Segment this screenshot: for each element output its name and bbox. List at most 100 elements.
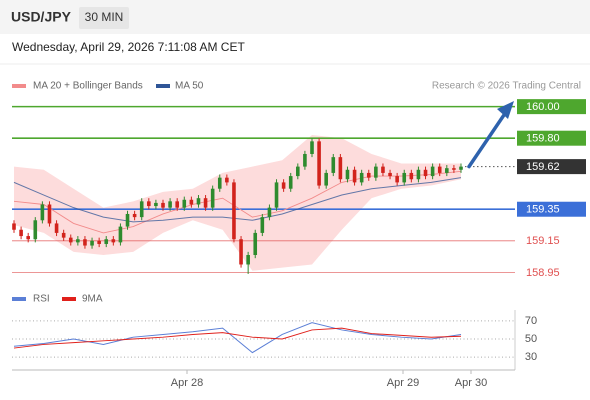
x-tick-label: Apr 30 [455, 377, 487, 389]
level-box [517, 99, 586, 115]
y-tick-label: 30 [525, 351, 537, 363]
candle-body [40, 204, 45, 221]
candle-body [409, 172, 414, 180]
candle-body [445, 168, 449, 173]
candle-body [303, 153, 307, 167]
candle-body [274, 182, 279, 208]
candle-body [331, 157, 336, 173]
candle-body [104, 239, 109, 244]
level-box [517, 201, 586, 217]
candle-body [452, 168, 456, 170]
candle-body [168, 201, 172, 208]
candle-body [374, 166, 378, 178]
candle-body [402, 172, 407, 183]
candle-body [430, 166, 435, 177]
level-box [517, 159, 586, 175]
ma-line [13, 177, 462, 223]
y-tick-label: 70 [525, 315, 537, 327]
candle-body [175, 201, 179, 208]
candle-body [381, 166, 385, 173]
interval[interactable]: 30 MIN [85, 10, 124, 24]
ma-line [13, 170, 462, 234]
candle-body [296, 166, 300, 177]
candle-body [147, 201, 151, 207]
legend-label: MA 50 [175, 81, 204, 92]
legend-label: 9MA [82, 294, 103, 305]
candle-body [19, 229, 23, 237]
level-label: 159.35 [526, 204, 560, 216]
candle-body [132, 213, 137, 218]
candle-body [459, 166, 463, 170]
candle-body [253, 232, 258, 256]
rsi-line [13, 322, 462, 354]
candle-body [416, 169, 421, 180]
x-tick-label: Apr 28 [171, 377, 203, 389]
candle-body [111, 239, 116, 243]
level-label: 159.80 [526, 133, 560, 145]
candle-body [47, 204, 52, 224]
level-label: 158.95 [526, 267, 560, 279]
legend-label: MA 20 + Bollinger Bands [33, 81, 143, 92]
candle-body [395, 176, 399, 183]
candle-body [359, 172, 364, 183]
candle-body [54, 223, 59, 233]
candle-body [118, 226, 123, 243]
candle-body [68, 237, 73, 243]
level-label: 159.62 [526, 161, 560, 173]
rsi-line [13, 327, 462, 349]
candle-body [12, 223, 16, 230]
candle-body [76, 239, 80, 243]
candle-body [345, 169, 350, 180]
candle-body [90, 240, 94, 246]
interval-box[interactable] [79, 7, 129, 29]
candle-body [388, 172, 392, 177]
projection-arrow [467, 110, 508, 169]
candle-body [423, 169, 428, 177]
legend-swatch [62, 297, 76, 301]
legend-swatch [12, 297, 26, 301]
candle-body [217, 177, 222, 189]
candle-body [225, 177, 229, 183]
candle-body [281, 182, 286, 189]
candle-body [310, 141, 314, 154]
legend-swatch [156, 84, 170, 88]
candle-body [61, 232, 66, 238]
level-label: 159.15 [526, 235, 560, 247]
candle-body [154, 202, 158, 207]
candle-body [97, 240, 101, 244]
candle-body [26, 236, 30, 240]
legend-swatch [12, 84, 26, 88]
candle-body [182, 199, 187, 208]
candle-body [288, 176, 293, 189]
legend-label: RSI [33, 294, 50, 305]
level-label: 160.00 [526, 101, 560, 113]
candle-body [161, 202, 165, 208]
candle-body [125, 213, 130, 227]
x-tick-label: Apr 29 [387, 377, 419, 389]
candle-body [210, 188, 215, 208]
candle-body [203, 198, 208, 208]
candle-body [338, 157, 343, 180]
candle-body [139, 201, 144, 218]
candle-body [196, 198, 201, 205]
candle-body [324, 172, 328, 186]
y-tick-label: 50 [525, 333, 537, 345]
candle-body [437, 166, 442, 173]
projection-arrowhead [497, 101, 514, 119]
candle-body [366, 172, 371, 178]
candle-body [260, 217, 265, 233]
candle-body [239, 239, 243, 265]
candle-body [317, 141, 321, 186]
candle-body [232, 182, 236, 240]
candle-body [267, 207, 272, 218]
credit: Research © 2026 Trading Central [432, 81, 581, 92]
candle-body [352, 169, 357, 183]
timestamp: Wednesday, April 29, 2026 7:11:08 AM CET [12, 40, 245, 54]
candle-body [189, 199, 194, 205]
candle-body [33, 220, 38, 240]
candle-body [246, 255, 250, 265]
candle-body [83, 239, 87, 246]
bollinger-band [14, 135, 461, 271]
level-box [517, 130, 586, 146]
